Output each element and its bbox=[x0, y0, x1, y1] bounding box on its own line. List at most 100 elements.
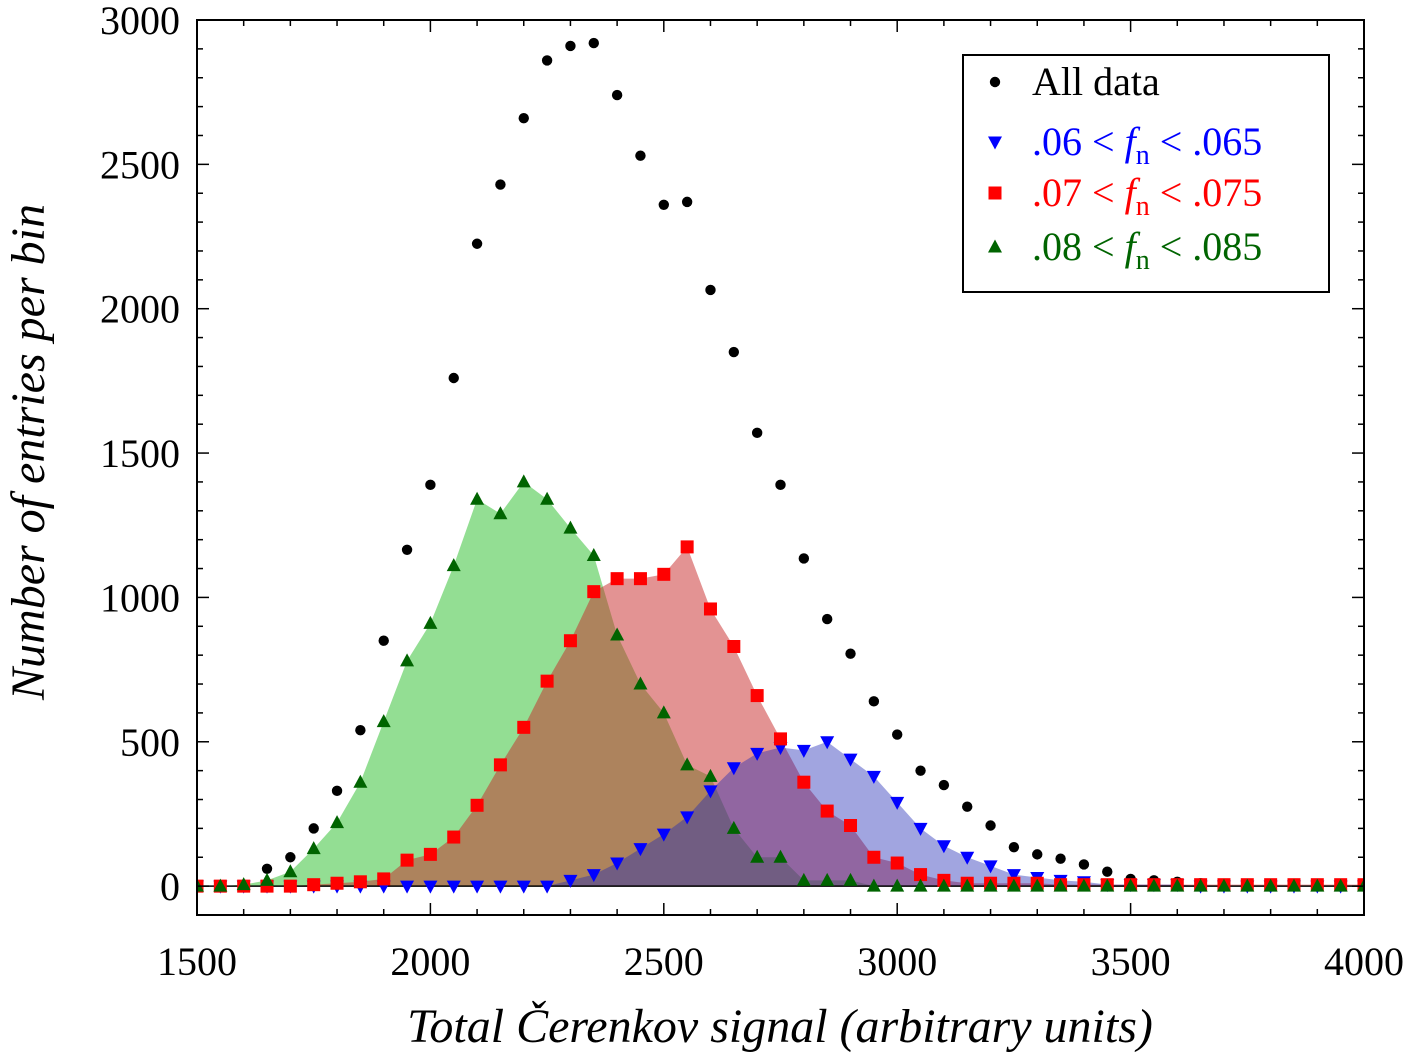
point-series-2 bbox=[797, 775, 811, 789]
point-series-3 bbox=[1053, 878, 1068, 892]
point-series-1 bbox=[563, 874, 578, 888]
point-series-3 bbox=[1006, 878, 1021, 892]
point-series-0 bbox=[355, 725, 366, 736]
point-series-0 bbox=[798, 553, 810, 564]
point-series-3 bbox=[446, 558, 461, 572]
point-series-3 bbox=[306, 841, 321, 855]
point-series-0 bbox=[1078, 859, 1090, 870]
point-series-0 bbox=[751, 427, 763, 439]
area-series-1 bbox=[197, 741, 1364, 887]
point-series-3 bbox=[563, 520, 578, 534]
point-series-2 bbox=[587, 585, 601, 599]
point-series-0 bbox=[985, 820, 996, 831]
point-series-3 bbox=[1263, 878, 1278, 892]
point-series-0 bbox=[938, 779, 950, 791]
y-tick-label: 3000 bbox=[100, 0, 180, 43]
point-series-1 bbox=[540, 880, 555, 894]
point-series-2 bbox=[820, 804, 834, 818]
point-series-2 bbox=[517, 720, 531, 734]
point-series-0 bbox=[331, 785, 343, 797]
point-series-3 bbox=[773, 849, 788, 863]
point-series-3 bbox=[1286, 878, 1301, 892]
point-series-0 bbox=[821, 613, 833, 625]
area-series-2 bbox=[197, 546, 1364, 887]
point-series-3 bbox=[913, 878, 928, 892]
point-series-0 bbox=[495, 179, 506, 190]
point-series-3 bbox=[1357, 878, 1364, 892]
point-series-3 bbox=[540, 491, 555, 505]
y-tick-label: 2000 bbox=[100, 287, 180, 332]
point-series-1 bbox=[936, 840, 951, 854]
point-series-2 bbox=[330, 876, 344, 890]
legend: All data .06 < fn < .065.07 < fn < .075.0… bbox=[962, 54, 1330, 293]
point-series-2 bbox=[447, 830, 461, 844]
point-series-3 bbox=[586, 548, 601, 562]
point-series-1 bbox=[890, 796, 905, 810]
point-series-1 bbox=[913, 822, 928, 836]
point-series-1 bbox=[470, 880, 485, 894]
point-series-3 bbox=[960, 878, 975, 892]
y-tick-label: 500 bbox=[120, 720, 180, 765]
point-series-0 bbox=[1032, 849, 1043, 860]
point-series-3 bbox=[703, 768, 718, 782]
point-series-0 bbox=[845, 648, 856, 659]
point-series-3 bbox=[750, 849, 765, 863]
point-series-1 bbox=[796, 744, 811, 758]
y-tick-label: 1000 bbox=[100, 575, 180, 620]
point-series-2 bbox=[610, 572, 624, 586]
x-tick-label: 2000 bbox=[390, 939, 470, 984]
point-series-3 bbox=[470, 491, 485, 505]
x-tick-label: 1500 bbox=[157, 939, 237, 984]
point-series-2 bbox=[750, 689, 764, 703]
point-series-3 bbox=[1123, 878, 1138, 892]
point-series-0 bbox=[518, 112, 529, 124]
point-series-0 bbox=[471, 238, 483, 249]
x-axis-title: Total Čerenkov signal (arbitrary units) bbox=[407, 999, 1153, 1053]
point-series-1 bbox=[750, 747, 765, 761]
legend-label-3: .08 < fn < .085 bbox=[1032, 224, 1262, 276]
point-series-0 bbox=[285, 852, 296, 863]
point-series-3 bbox=[283, 864, 298, 878]
point-series-3 bbox=[197, 878, 204, 892]
point-series-0 bbox=[962, 801, 973, 812]
point-series-3 bbox=[1193, 878, 1208, 892]
x-tick-label: 3500 bbox=[1091, 939, 1171, 984]
point-series-3 bbox=[1216, 878, 1231, 892]
point-series-1 bbox=[656, 828, 671, 842]
point-series-0 bbox=[892, 729, 903, 740]
legend-marker-1 bbox=[988, 136, 1002, 150]
point-series-1 bbox=[1006, 869, 1021, 883]
x-tick-labels: 1500 2000 2500 3000 3500 4000 bbox=[157, 939, 1404, 984]
point-series-0 bbox=[1008, 841, 1020, 853]
point-series-2 bbox=[400, 853, 414, 867]
y-tick-label: 0 bbox=[160, 864, 180, 909]
legend-marker-0 bbox=[989, 76, 1001, 88]
point-series-0 bbox=[308, 823, 319, 834]
point-series-0 bbox=[378, 635, 389, 646]
point-series-1 bbox=[610, 857, 625, 871]
plot-frame bbox=[196, 19, 1365, 916]
point-series-1 bbox=[820, 736, 835, 750]
point-series-3 bbox=[236, 877, 251, 891]
point-series-3 bbox=[1310, 878, 1325, 892]
x-tick-label: 2500 bbox=[624, 939, 704, 984]
point-series-2 bbox=[703, 602, 717, 616]
point-series-0 bbox=[401, 544, 413, 555]
point-series-3 bbox=[1170, 878, 1185, 892]
point-series-2 bbox=[283, 879, 297, 893]
y-tick-label: 2500 bbox=[100, 142, 180, 187]
point-series-0 bbox=[658, 199, 669, 210]
point-series-0 bbox=[588, 37, 599, 49]
point-series-3 bbox=[330, 815, 345, 829]
point-series-0 bbox=[541, 55, 553, 66]
legend-box bbox=[962, 54, 1330, 293]
point-series-3 bbox=[376, 714, 391, 728]
legend-label-1: .06 < fn < .065 bbox=[1032, 119, 1262, 171]
point-series-2 bbox=[563, 634, 577, 648]
point-series-3 bbox=[213, 878, 228, 892]
axis-ticks bbox=[196, 19, 1365, 915]
point-series-3 bbox=[610, 627, 625, 641]
point-series-3 bbox=[1030, 878, 1045, 892]
point-series-2 bbox=[377, 872, 391, 886]
point-series-0 bbox=[565, 40, 576, 52]
